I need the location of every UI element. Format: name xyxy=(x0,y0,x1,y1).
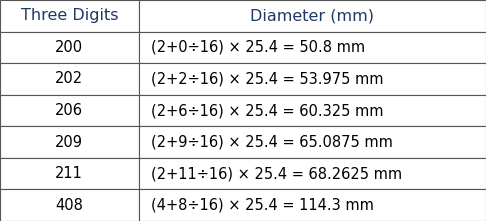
Bar xyxy=(0,158,139,189)
Bar xyxy=(139,158,486,189)
Bar xyxy=(0,126,139,158)
Text: 202: 202 xyxy=(55,71,83,86)
Bar xyxy=(0,63,139,95)
Text: Diameter (mm): Diameter (mm) xyxy=(250,8,374,23)
Text: 211: 211 xyxy=(55,166,83,181)
Bar xyxy=(0,189,139,221)
Text: 206: 206 xyxy=(55,103,83,118)
Bar xyxy=(139,95,486,126)
Text: (2+11÷16) × 25.4 = 68.2625 mm: (2+11÷16) × 25.4 = 68.2625 mm xyxy=(151,166,402,181)
Text: (2+9÷16) × 25.4 = 65.0875 mm: (2+9÷16) × 25.4 = 65.0875 mm xyxy=(151,135,393,150)
Text: (2+6÷16) × 25.4 = 60.325 mm: (2+6÷16) × 25.4 = 60.325 mm xyxy=(151,103,383,118)
Text: Three Digits: Three Digits xyxy=(20,8,118,23)
Bar xyxy=(139,32,486,63)
Text: (4+8÷16) × 25.4 = 114.3 mm: (4+8÷16) × 25.4 = 114.3 mm xyxy=(151,198,374,213)
Text: (2+0÷16) × 25.4 = 50.8 mm: (2+0÷16) × 25.4 = 50.8 mm xyxy=(151,40,365,55)
Text: 200: 200 xyxy=(55,40,83,55)
Bar xyxy=(139,63,486,95)
Bar xyxy=(139,0,486,32)
Text: 209: 209 xyxy=(55,135,83,150)
Text: 408: 408 xyxy=(55,198,83,213)
Bar xyxy=(139,126,486,158)
Bar xyxy=(0,95,139,126)
Bar xyxy=(0,32,139,63)
Bar xyxy=(139,189,486,221)
Text: (2+2÷16) × 25.4 = 53.975 mm: (2+2÷16) × 25.4 = 53.975 mm xyxy=(151,71,383,86)
Bar xyxy=(0,0,139,32)
